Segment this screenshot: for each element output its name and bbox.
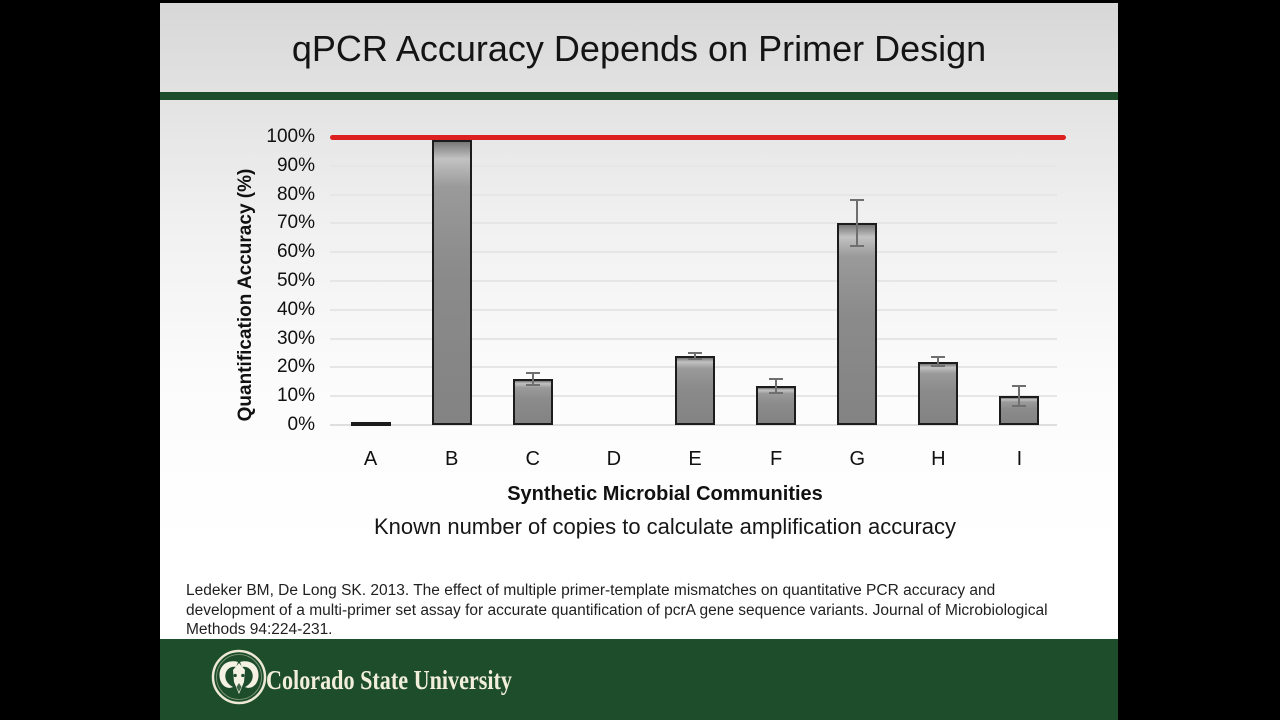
gridline-90% [330,164,1057,167]
footer-logo-text: Colorado State University [266,665,512,695]
error-bar-cap-bottom-E [688,357,702,360]
category-label-E: E [688,448,702,470]
gridline-80% [330,193,1057,196]
category-label-D: D [606,448,622,470]
error-bar-cap-bottom-C [525,383,540,386]
error-bar-cap-top-F [769,377,784,380]
error-bar-G [856,200,859,247]
gridline-70% [330,222,1057,225]
y-tick-label-60%: 60% [276,241,315,263]
y-tick-label-30%: 30% [276,327,315,349]
citation-line-3: Methods 94:224-231. [186,621,333,638]
error-bar-I [1018,386,1021,407]
error-bar-cap-bottom-G [850,245,865,248]
error-bar-cap-top-H [931,356,946,359]
bar-B [431,139,472,425]
chart-subcaption: Known number of copies to calculate ampl… [373,514,957,539]
y-tick-label-20%: 20% [276,356,315,378]
bar-C [512,378,553,425]
error-bar-cap-top-C [525,372,540,375]
gridline-40% [330,308,1057,311]
error-bar-cap-top-E [688,352,702,354]
x-axis-title: Synthetic Microbial Communities [507,483,823,505]
error-bar-H [937,357,940,366]
y-tick-label-100%: 100% [266,126,315,147]
category-label-H: H [931,448,946,470]
y-axis-title: Quantification Accuracy (%) [235,168,256,422]
category-label-F: F [770,448,783,470]
csu-ram-logo [211,649,267,705]
error-bar-F [775,378,778,394]
gridline-30% [330,337,1057,340]
y-tick-label-90%: 90% [276,154,315,176]
gridline-60% [330,251,1057,254]
y-tick-label-0%: 0% [287,414,315,435]
error-bar-E [694,353,696,359]
top-border [160,0,1118,3]
slide-title: qPCR Accuracy Depends on Primer Design [291,28,987,69]
footer-bar: Colorado State University [160,639,1118,720]
error-bar-cap-top-G [850,199,865,202]
error-bar-cap-top-I [1012,385,1027,388]
citation: Ledeker BM, De Long SK. 2013. The effect… [186,581,1116,640]
citation-line-1: Ledeker BM, De Long SK. 2013. The effect… [186,582,996,599]
bar-G [837,223,878,425]
error-bar-cap-bottom-F [769,392,784,395]
citation-line-2: development of a multi-primer set assay … [186,601,1048,619]
error-bar-C [531,373,534,385]
y-tick-label-10%: 10% [276,385,315,407]
error-bar-cap-bottom-H [931,364,946,367]
bar-chart: Quantification Accuracy (%) 0% 10% 20% 30% 4… [160,0,1118,720]
reference-line-100pct [330,135,1066,140]
y-tick-label-80%: 80% [276,183,315,205]
gridline-0% [330,424,1057,426]
category-label-C: C [525,448,540,470]
category-label-B: B [444,448,459,470]
category-label-G: G [849,448,865,470]
slide: qPCR Accuracy Depends on Primer Design Q… [160,0,1118,720]
gridline-50% [330,280,1057,282]
bar-H [918,361,959,425]
category-label-A: A [363,448,378,470]
bar-E [675,355,715,425]
error-bar-cap-bottom-I [1012,405,1027,408]
y-tick-label-70%: 70% [276,212,315,234]
bar-A [350,422,391,427]
title-divider-bar [160,92,1118,100]
category-label-I: I [1016,448,1023,470]
y-tick-label-50%: 50% [276,270,315,291]
y-tick-label-40%: 40% [276,298,315,320]
